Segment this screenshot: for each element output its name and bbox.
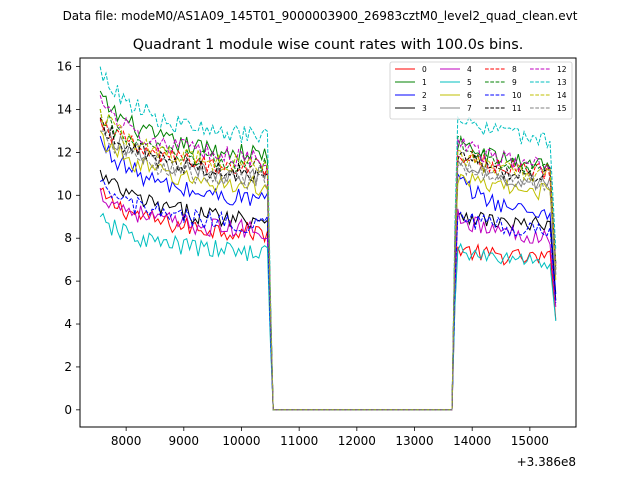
legend-label-13: 13: [557, 78, 567, 87]
x-tick-label: 14000: [453, 434, 491, 448]
x-tick-label: 15000: [511, 434, 549, 448]
y-tick-label: 0: [64, 403, 72, 417]
legend-label-7: 7: [467, 104, 472, 113]
legend-label-1: 1: [422, 78, 427, 87]
legend-label-3: 3: [422, 104, 427, 113]
series-line-1: [99, 90, 557, 411]
legend-label-14: 14: [557, 91, 567, 100]
series-line-10: [99, 179, 557, 411]
x-axis: 8000 9000 10000 11000 12000 13000 14000 15000: [111, 427, 549, 448]
legend-box: [389, 61, 573, 120]
series-line-8: [99, 118, 557, 411]
legend-label-6: 6: [467, 91, 472, 100]
y-tick-label: 6: [64, 274, 72, 288]
legend-label-9: 9: [512, 78, 517, 87]
plot-frame: [79, 57, 577, 428]
chart-title: Quadrant 1 module wise count rates with …: [133, 37, 524, 53]
y-tick-label: 16: [57, 60, 72, 74]
series-line-2: [99, 135, 557, 411]
plot-lines: [99, 66, 557, 411]
y-tick-label: 8: [64, 231, 72, 245]
y-tick-label: 14: [57, 102, 72, 116]
y-tick-label: 4: [64, 317, 72, 331]
chart-suptitle: Data file: modeM0/AS1A09_145T01_90000039…: [63, 9, 578, 23]
legend-label-4: 4: [467, 65, 472, 74]
series-line-9: [99, 109, 557, 411]
y-tick-label: 10: [57, 188, 72, 202]
series-line-3: [99, 169, 557, 411]
legend-label-0: 0: [422, 65, 427, 74]
x-tick-label: 9000: [169, 434, 200, 448]
y-tick-label: 2: [64, 360, 72, 374]
legend-label-8: 8: [512, 65, 517, 74]
legend-label-2: 2: [422, 91, 427, 100]
x-tick-label: 13000: [395, 434, 433, 448]
series-line-5: [99, 212, 557, 411]
series-line-11: [99, 117, 557, 411]
y-tick-label: 12: [57, 145, 72, 159]
series-line-12: [99, 95, 557, 411]
x-tick-label: 10000: [222, 434, 260, 448]
series-line-15: [100, 130, 557, 411]
x-tick-label: 11000: [280, 434, 318, 448]
legend-label-5: 5: [467, 78, 472, 87]
legend-label-10: 10: [512, 91, 522, 100]
x-tick-label: 12000: [338, 434, 376, 448]
series-line-14: [99, 109, 557, 411]
y-axis: 0 2 4 6 8 10 12 14 16: [57, 60, 80, 417]
legend-label-11: 11: [512, 104, 522, 113]
legend-label-12: 12: [557, 65, 567, 74]
legend-label-15: 15: [557, 104, 567, 113]
x-offset-label: +3.386e8: [517, 455, 576, 469]
x-tick-label: 8000: [111, 434, 142, 448]
